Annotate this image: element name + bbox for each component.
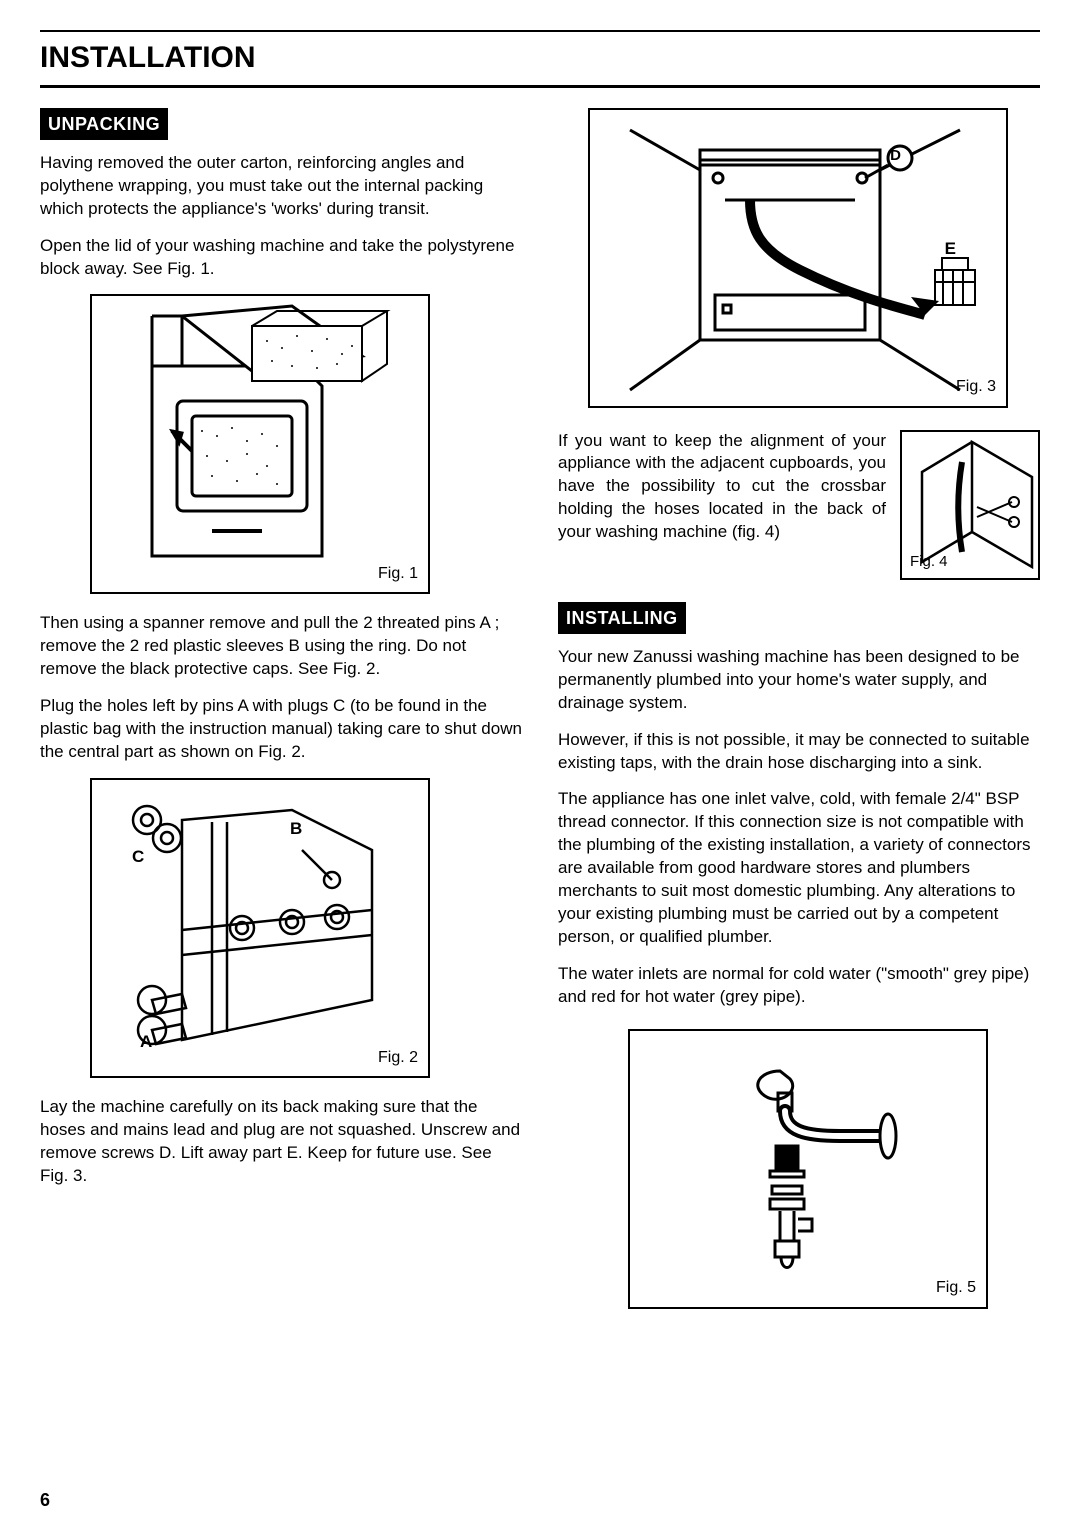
- top-rule: [40, 30, 1040, 32]
- para: Having removed the outer carton, reinfor…: [40, 152, 522, 221]
- figure-3-caption: Fig. 3: [956, 376, 996, 398]
- right-column: D E Fig. 3 If you want to keep the align…: [558, 108, 1040, 1309]
- para: Lay the machine carefully on its back ma…: [40, 1096, 522, 1188]
- figure-1-caption: Fig. 1: [378, 563, 418, 585]
- fig2-label-c: C: [132, 846, 144, 869]
- figure-5-svg: [630, 1031, 990, 1311]
- figure-1: Fig. 1: [90, 294, 430, 594]
- fig4-row: If you want to keep the alignment of you…: [558, 430, 1040, 580]
- page: INSTALLATION UNPACKING Having removed th…: [0, 0, 1080, 1528]
- fig2-label-a: A: [140, 1031, 152, 1054]
- figure-4: Fig. 4: [900, 430, 1040, 580]
- figure-5-caption: Fig. 5: [936, 1277, 976, 1299]
- page-title: INSTALLATION: [40, 38, 1040, 79]
- para: Then using a spanner remove and pull the…: [40, 612, 522, 681]
- para: The water inlets are normal for cold wat…: [558, 963, 1040, 1009]
- columns: UNPACKING Having removed the outer carto…: [40, 108, 1040, 1309]
- figure-4-caption: Fig. 4: [910, 552, 948, 572]
- installing-label: INSTALLING: [558, 602, 686, 634]
- fig3-label-e: E: [945, 238, 956, 261]
- figure-5: Fig. 5: [628, 1029, 988, 1309]
- para: Your new Zanussi washing machine has bee…: [558, 646, 1040, 715]
- para: However, if this is not possible, it may…: [558, 729, 1040, 775]
- page-number: 6: [40, 1488, 50, 1512]
- unpacking-label: UNPACKING: [40, 108, 168, 140]
- figure-3: D E Fig. 3: [588, 108, 1008, 408]
- fig3-label-d: D: [890, 146, 901, 166]
- figure-2: C B A Fig. 2: [90, 778, 430, 1078]
- para: Plug the holes left by pins A with plugs…: [40, 695, 522, 764]
- fig2-label-b: B: [290, 818, 302, 841]
- para: Open the lid of your washing machine and…: [40, 235, 522, 281]
- para: If you want to keep the alignment of you…: [558, 430, 886, 580]
- figure-2-caption: Fig. 2: [378, 1047, 418, 1069]
- title-underline: [40, 85, 1040, 88]
- left-column: UNPACKING Having removed the outer carto…: [40, 108, 522, 1309]
- figure-1-svg: [92, 296, 432, 596]
- para: The appliance has one inlet valve, cold,…: [558, 788, 1040, 949]
